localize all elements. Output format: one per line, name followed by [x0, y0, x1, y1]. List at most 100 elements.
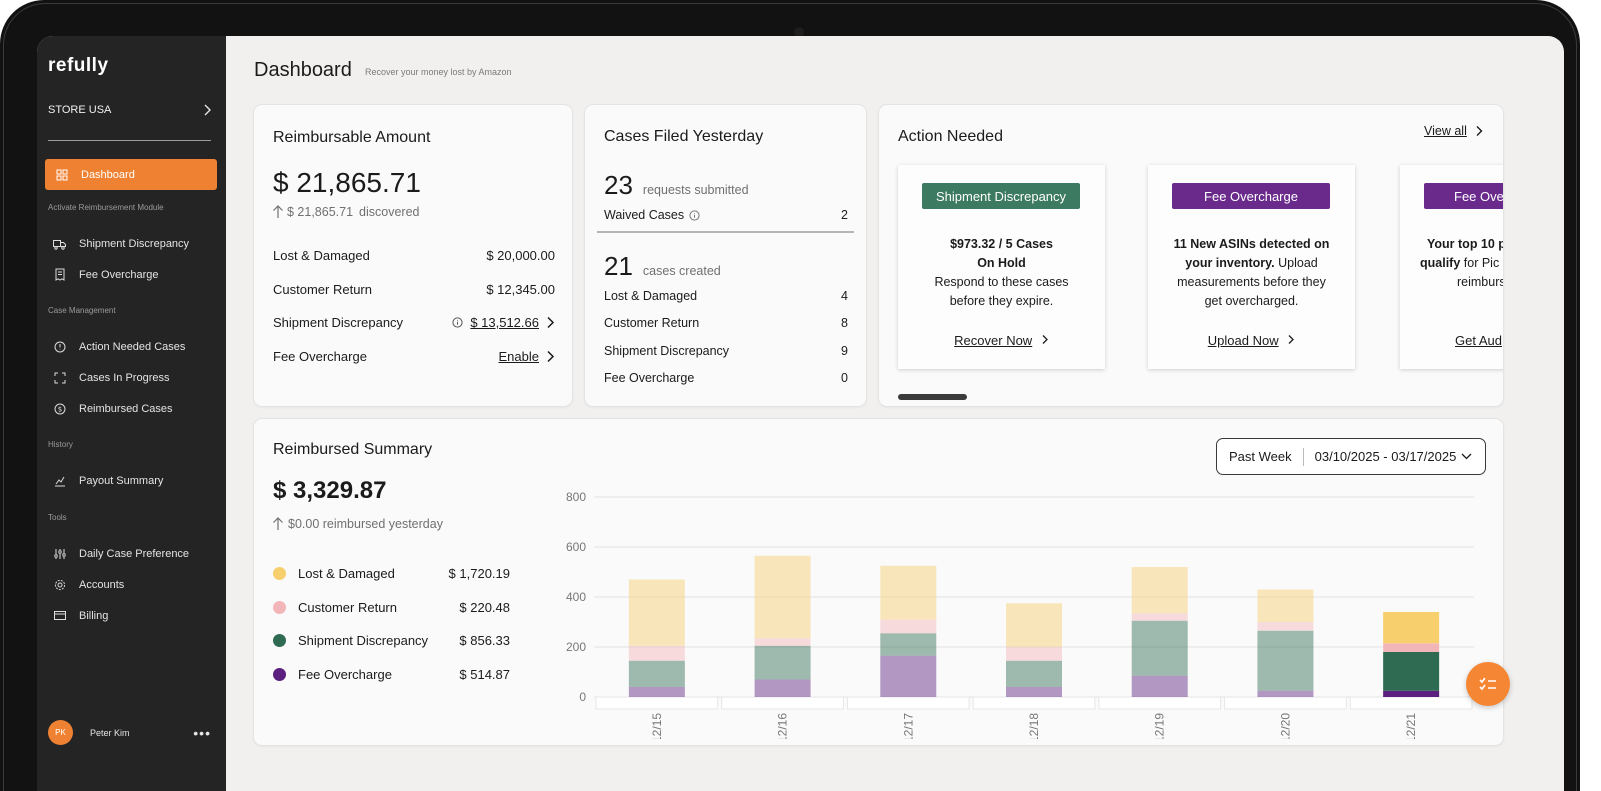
row-label: Fee Overcharge — [604, 371, 695, 385]
chevron-right-icon[interactable] — [1475, 125, 1483, 137]
get-audit-link[interactable]: Get Aud — [1455, 333, 1502, 348]
sidebar-item-payout-summary[interactable]: Payout Summary — [53, 474, 163, 487]
waived-count: 2 — [841, 208, 848, 222]
bar-segment — [628, 645, 685, 661]
sidebar-item-shipment-discrepancy[interactable]: Shipment Discrepancy — [53, 237, 189, 250]
action-card-line: get overcharged. — [1204, 294, 1299, 308]
cases-row: Fee Overcharge 0 — [604, 371, 848, 385]
legend-label: Shipment Discrepancy — [298, 633, 429, 648]
sidebar-item-label: Reimbursed Cases — [79, 402, 173, 415]
status-badge: Fee Overcharge — [1172, 183, 1330, 209]
sidebar-item-label: Fee Overcharge — [79, 268, 159, 281]
chevron-right-icon[interactable] — [546, 316, 555, 329]
row-label: Shipment Discrepancy — [273, 315, 404, 330]
row-label: Fee Overcharge — [273, 349, 367, 364]
date-range-selector[interactable]: Past Week 03/10/2025 - 03/17/2025 — [1216, 438, 1486, 475]
store-selector[interactable]: STORE USA — [48, 104, 211, 116]
sidebar-item-daily-case-preference[interactable]: Daily Case Preference — [53, 547, 189, 560]
info-icon[interactable] — [689, 209, 700, 221]
legend-item: Lost & Damaged $ 1,720.19 — [273, 566, 510, 581]
action-card-line: for Pic — [1463, 256, 1500, 270]
action-card-line: On Hold — [977, 256, 1026, 270]
bar-segment — [1257, 630, 1314, 691]
requests-count: 23 — [604, 170, 633, 200]
sidebar-item-label: Accounts — [79, 578, 125, 591]
cases-count: 21 — [604, 251, 633, 281]
sidebar-item-reimbursed-cases[interactable]: $ Reimbursed Cases — [53, 402, 173, 415]
enable-link[interactable]: Enable — [498, 349, 539, 364]
row-label: Customer Return — [273, 282, 372, 297]
credit-card-icon — [53, 609, 66, 622]
reimbursable-card: Reimbursable Amount $ 21,865.71 $ 21,865… — [254, 105, 572, 406]
x-axis-slot — [721, 696, 844, 710]
chevron-down-icon — [1461, 453, 1472, 460]
bar-segment — [1006, 660, 1062, 687]
card-title: Reimbursable Amount — [273, 129, 431, 146]
waived-label: Waived Cases — [604, 208, 685, 222]
x-tick-label: 12/15 — [650, 713, 664, 739]
bar-segment — [880, 565, 937, 620]
row-label: Customer Return — [604, 316, 700, 330]
bar-segment — [1131, 567, 1188, 614]
upload-now-link-group: Upload Now — [1148, 333, 1355, 348]
info-icon[interactable] — [452, 317, 463, 328]
avatar[interactable]: PK — [48, 720, 73, 745]
sidebar-item-label: Action Needed Cases — [79, 340, 186, 353]
bar-segment — [754, 679, 811, 697]
sidebar-item-cases-in-progress[interactable]: Cases In Progress — [53, 371, 169, 384]
shipment-discrepancy-link[interactable]: $ 13,512.66 — [470, 315, 539, 330]
chevron-right-icon[interactable] — [1287, 334, 1295, 345]
legend-item: Customer Return $ 220.48 — [273, 600, 510, 615]
more-options-icon[interactable]: ••• — [193, 724, 211, 741]
status-badge: Shipment Discrepancy — [922, 183, 1080, 209]
task-list-button[interactable] — [1466, 662, 1510, 706]
screen: refully STORE USA Dashboard Activate Rei… — [37, 36, 1564, 791]
recover-now-link[interactable]: Recover Now — [954, 333, 1033, 348]
x-axis-slot — [1349, 696, 1473, 710]
bar-segment — [1131, 675, 1188, 697]
sidebar-item-billing[interactable]: Billing — [53, 609, 108, 622]
reimbursable-row: Fee Overcharge Enable — [273, 349, 555, 364]
chevron-right-icon[interactable] — [546, 350, 555, 363]
period-label: Past Week — [1229, 449, 1292, 464]
discovered-line: $ 21,865.71 discovered — [272, 204, 420, 219]
view-all-link[interactable]: View all — [1424, 124, 1467, 138]
action-card-line: Upload — [1278, 256, 1318, 270]
reimbursed-chart: 0 200 400 600 800 12/15 12/16 12/17 12/18 12/19 12… — [566, 490, 1474, 739]
sidebar-item-fee-overcharge[interactable]: Fee Overcharge — [53, 268, 158, 281]
status-badge: Fee Ove — [1424, 183, 1503, 209]
cases-row: Customer Return 8 — [604, 316, 848, 330]
x-tick-label: 12/17 — [901, 713, 915, 739]
gear-icon — [53, 578, 66, 591]
x-tick-label: 12/19 — [1153, 713, 1167, 739]
chevron-right-icon — [204, 104, 211, 116]
bar-segment — [1383, 612, 1440, 644]
y-tick-label: 800 — [566, 490, 586, 504]
grid-icon — [55, 168, 68, 181]
reimbursable-amount: $ 21,865.71 — [273, 167, 421, 198]
alert-circle-icon — [53, 340, 66, 353]
chevron-right-icon[interactable] — [1041, 334, 1049, 345]
x-axis-slot — [846, 696, 970, 710]
logo[interactable]: refully — [48, 55, 109, 76]
bar-segment — [754, 645, 811, 680]
sidebar-item-dashboard[interactable]: Dashboard — [45, 159, 217, 190]
bar-segment — [628, 579, 685, 646]
carousel-scrollbar[interactable] — [898, 394, 967, 400]
checklist-icon — [1479, 677, 1496, 691]
cases-label: cases created — [642, 264, 721, 278]
sidebar: refully STORE USA Dashboard Activate Rei… — [37, 36, 226, 791]
upload-now-link[interactable]: Upload Now — [1207, 333, 1279, 348]
shipment-discrepancy-link-group: $ 13,512.66 — [452, 315, 555, 330]
sidebar-item-action-needed-cases[interactable]: Action Needed Cases — [53, 340, 185, 353]
row-label: Lost & Damaged — [273, 248, 370, 263]
bar-segment — [1006, 687, 1062, 697]
action-card-audit: Fee Ove Your top 10 p qualify for Pic re… — [1400, 165, 1503, 369]
sidebar-item-label: Daily Case Preference — [79, 547, 190, 560]
legend-dot — [273, 634, 286, 647]
cases-row: Shipment Discrepancy 9 — [604, 344, 848, 358]
reimbursed-yesterday-line: $0.00 reimbursed yesterday — [272, 516, 443, 531]
sidebar-item-accounts[interactable]: Accounts — [53, 578, 124, 591]
sidebar-item-label: Billing — [79, 609, 109, 622]
